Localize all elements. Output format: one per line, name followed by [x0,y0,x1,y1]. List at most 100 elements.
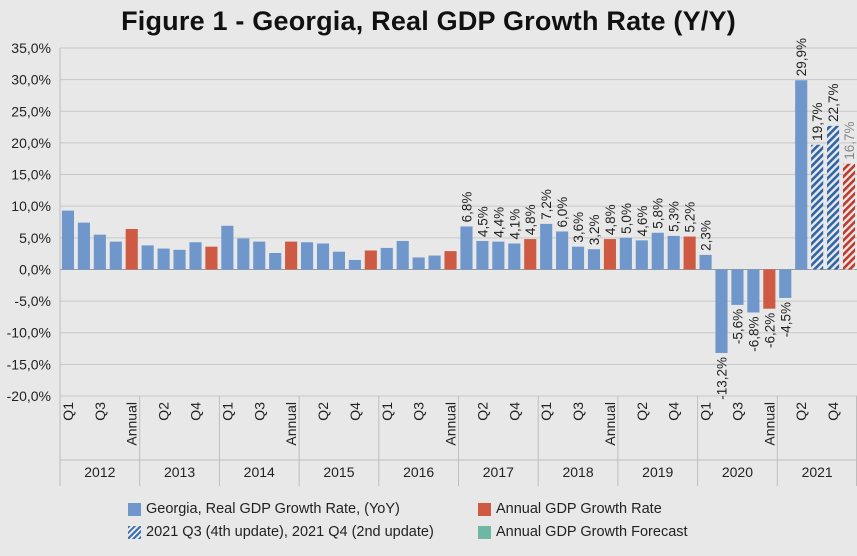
bar-2012-3 [93,234,106,270]
data-label: 22,7% [826,84,841,122]
x-tick-label: Q1 [538,402,554,421]
x-tick-label: Q4 [666,402,682,421]
bar-chart: 35,0% 30,0% 25,0% 20,0% 15,0% 10,0% 5,0% 0,0% -5… [7,38,857,486]
y-tick-label: 10,0% [11,198,51,214]
legend-item-quarterly: Georgia, Real GDP Growth Rate, (YoY) [128,501,400,517]
bar-2021-2 [795,80,808,270]
bar-2018-2 [556,231,569,270]
x-tick-label: Q4 [187,402,203,421]
x-tick-label: Q3 [92,402,108,421]
data-label: 6,0% [555,197,570,228]
x-tick-label: Q1 [698,402,714,421]
data-label: 3,2% [587,214,602,245]
year-label: 2021 [802,464,833,480]
data-label: 7,2% [539,189,554,220]
data-label: 4,6% [635,206,650,237]
bar-2016-5 [444,251,457,270]
bar-2013-2 [157,248,170,270]
bar-2012-1 [61,210,75,270]
legend-label-annual: Annual GDP Growth Rate [496,501,662,517]
data-label: 19,7% [810,103,825,141]
data-label: 5,0% [619,203,634,234]
bar-2017-3 [492,241,505,270]
x-tick-label: Q4 [506,402,522,421]
x-tick-label: Q4 [347,402,363,421]
bar-2021-4 [827,125,840,270]
x-tick-label: Q1 [379,402,395,421]
data-label: 5,8% [651,198,666,229]
x-tick-label: Annual [443,402,459,446]
y-tick-label: -20,0% [7,388,51,404]
bar-2016-1 [380,247,393,270]
y-tick-label: -10,0% [7,325,51,341]
year-label: 2020 [722,464,753,480]
bar-2015-2 [316,243,330,270]
y-tick-label: 35,0% [11,40,51,56]
year-label: 2015 [323,464,354,480]
y-tick-label: 5,0% [19,230,51,246]
data-label: 16,7% [842,122,857,160]
bar-2020-3 [731,269,744,305]
data-label: 4,8% [603,204,618,235]
bar-2018-4 [587,249,601,270]
data-label: 5,3% [667,201,682,232]
bar-2019-5 [683,236,696,270]
x-tick-label: Q4 [825,402,841,421]
bar-2016-4 [428,255,441,270]
bar-2017-4 [508,243,521,270]
x-tick-label: Q3 [570,402,586,421]
bar-2015-5 [364,250,377,270]
bar-2020-5 [763,269,776,309]
x-tick-label: Q2 [156,402,172,421]
x-tick-label: Q3 [729,402,745,421]
bar-2014-5 [285,241,298,270]
bar-2019-4 [667,235,680,270]
x-tick-label: Annual [761,402,777,446]
bar-2015-4 [348,259,361,270]
x-tick-label: Q2 [793,402,809,421]
y-tick-label: 25,0% [11,103,51,119]
x-tick-label: Q3 [251,402,267,421]
bar-2013-4 [189,242,202,270]
bar-2013-3 [173,249,186,270]
data-label: -6,8% [746,316,761,351]
x-tick-label: Annual [283,402,299,446]
bar-2012-2 [77,222,90,270]
y-tick-label: 30,0% [11,72,51,88]
bar-2020-2 [715,269,728,353]
bar-2015-1 [301,242,314,270]
legend-label-update: 2021 Q3 (4th update), 2021 Q4 (2nd updat… [146,524,434,540]
year-label: 2013 [164,464,195,480]
bar-2020-1 [699,254,712,270]
y-tick-label: 15,0% [11,167,51,183]
year-label: 2018 [562,464,593,480]
legend-swatch-quarterly [128,502,141,516]
bar-2013-1 [141,245,154,270]
data-label: 2,3% [699,220,714,251]
legend-swatch-hatch [128,525,141,539]
bar-2015-3 [332,251,346,270]
x-tick-label: Q1 [60,402,76,421]
bar-2016-2 [396,240,409,270]
x-tick-label: Q2 [474,402,490,421]
data-label: 29,9% [794,38,809,76]
bar-2018-5 [603,239,616,270]
legend-item-forecast: Annual GDP Growth Forecast [478,524,688,540]
bar-2014-1 [221,225,234,270]
bar-2020-4 [747,269,760,313]
legend-label-quarterly: Georgia, Real GDP Growth Rate, (YoY) [146,501,400,517]
bar-2019-3 [651,232,664,270]
data-label: 6,8% [459,192,474,223]
bar-2012-4 [109,241,122,270]
bar-2017-1 [460,226,473,270]
bar-2021-5 [842,163,856,270]
legend-item-annual: Annual GDP Growth Rate [478,501,662,517]
bar-2016-3 [412,257,425,270]
x-tick-label: Annual [124,402,140,446]
data-label: -4,5% [778,302,793,337]
x-tick-label: Q2 [315,402,331,421]
x-tick-label: Q2 [634,402,650,421]
year-label: 2012 [84,464,115,480]
data-label: 4,1% [507,209,522,240]
